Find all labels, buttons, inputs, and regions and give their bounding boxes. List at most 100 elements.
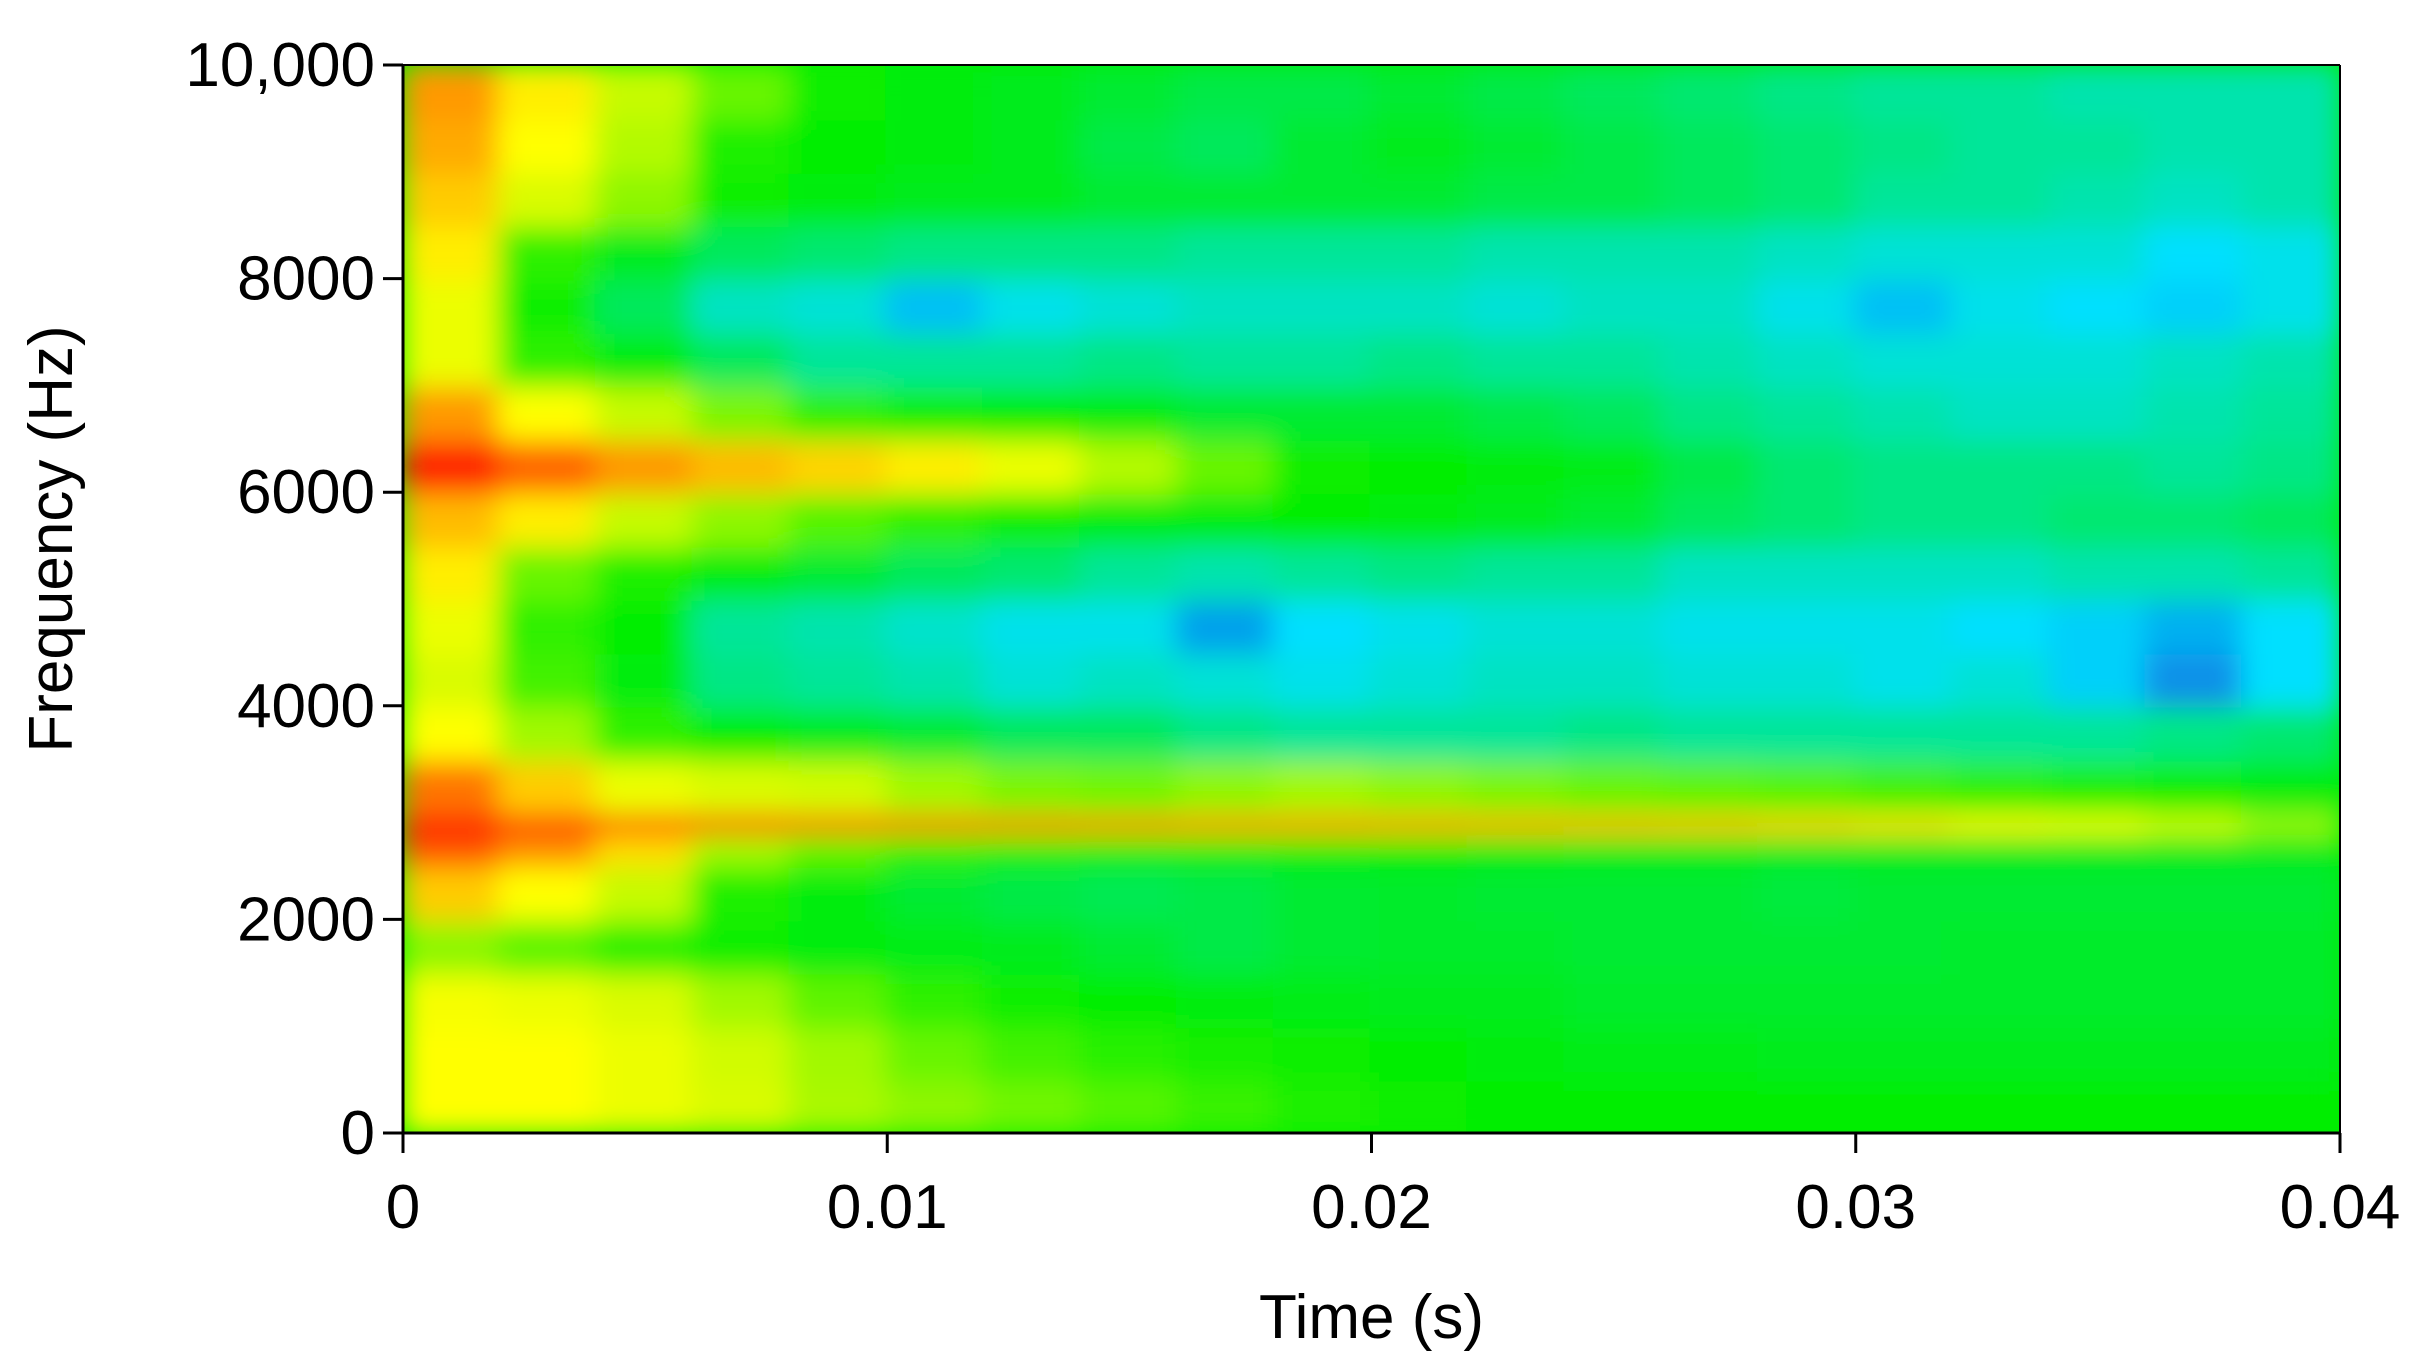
heatmap-cell (691, 703, 793, 762)
heatmap-cell (1563, 436, 1665, 495)
heatmap-cell (594, 831, 696, 868)
heatmap-cell (691, 597, 793, 655)
heatmap-cell (2144, 703, 2246, 762)
heatmap-cell (885, 1077, 987, 1133)
heatmap-cell (788, 864, 890, 922)
heatmap-cell (1175, 65, 1277, 121)
heatmap-cell (1272, 1077, 1374, 1133)
heatmap-cell (1369, 917, 1471, 975)
heatmap-cell (885, 436, 987, 495)
heatmap-cell (788, 330, 890, 388)
heatmap-cell (2047, 383, 2149, 441)
heatmap-cell (1272, 223, 1374, 281)
heatmap-cell (1756, 490, 1858, 548)
heatmap-cell (982, 970, 1083, 1029)
heatmap-cell (594, 116, 696, 174)
heatmap-cell (1660, 543, 1761, 601)
heatmap-cell (1078, 1024, 1180, 1082)
heatmap-cell (982, 330, 1083, 388)
heatmap-cell (1272, 864, 1374, 922)
heatmap-cell (497, 276, 599, 334)
heatmap-cell (1756, 864, 1858, 922)
heatmap-cell (885, 970, 987, 1029)
heatmap-cell (1369, 116, 1471, 174)
heatmap-cell (982, 1077, 1083, 1133)
heatmap-cell (2047, 597, 2149, 655)
heatmap-cell (403, 650, 502, 708)
heatmap-cell (2047, 223, 2149, 281)
heatmap-cell (982, 1024, 1083, 1082)
heatmap-cell (788, 1024, 890, 1082)
heatmap-cell (885, 917, 987, 975)
y-axis-ticks: 0 2000 4000 6000 8000 10,000 (185, 31, 403, 1168)
heatmap-cell (1756, 116, 1858, 174)
heatmap-cell (2241, 383, 2340, 441)
heatmap-cell (885, 169, 987, 228)
heatmap-cell (885, 831, 987, 868)
heatmap-cell (982, 383, 1083, 441)
heatmap-cell (1369, 383, 1471, 441)
heatmap-cell (1660, 970, 1761, 1029)
heatmap-cell (1660, 1077, 1761, 1133)
heatmap-cell (1853, 169, 1955, 228)
heatmap-cell (1369, 1077, 1471, 1133)
heatmap-cell (788, 831, 890, 868)
heatmap-cell (1563, 383, 1665, 441)
heatmap-cell (982, 223, 1083, 281)
heatmap-cell (2241, 864, 2340, 922)
heatmap-cell (1853, 543, 1955, 601)
heatmap-cell (691, 864, 793, 922)
heatmap-cell (691, 970, 793, 1029)
heatmap-cell (1950, 650, 2052, 708)
heatmap-cell (982, 169, 1083, 228)
heatmap-cell (1272, 65, 1374, 121)
heatmap-cell (1853, 490, 1955, 548)
heatmap-cell (1853, 810, 1955, 836)
heatmap-cell (982, 65, 1083, 121)
heatmap-cell (691, 383, 793, 441)
heatmap-cell (2241, 543, 2340, 601)
heatmap-cell (1078, 864, 1180, 922)
heatmap-cell (1466, 490, 1568, 548)
heatmap-cell (788, 116, 890, 174)
heatmap-cell (1175, 383, 1277, 441)
y-axis-title: Frequency (Hz) (17, 325, 86, 752)
heatmap-cell (982, 276, 1083, 334)
heatmap-cell (1660, 917, 1761, 975)
heatmap-cell (885, 330, 987, 388)
heatmap-cell (1853, 1024, 1955, 1082)
heatmap-cell (2047, 65, 2149, 121)
heatmap-cell (1369, 757, 1471, 815)
heatmap-cell (2047, 1024, 2149, 1082)
heatmap-cell (1756, 65, 1858, 121)
heatmap-cell (1272, 757, 1374, 815)
heatmap-cell (1272, 810, 1374, 836)
heatmap-cell (594, 1024, 696, 1082)
heatmap-cell (982, 650, 1083, 708)
heatmap-cell (2047, 330, 2149, 388)
heatmap-cell (1466, 223, 1568, 281)
y-tick-label: 10,000 (185, 31, 375, 100)
heatmap-cell (1369, 169, 1471, 228)
heatmap-cell (1175, 917, 1277, 975)
heatmap-cell (2047, 436, 2149, 495)
heatmap-cell (1466, 1077, 1568, 1133)
heatmap-cell (1078, 703, 1180, 762)
heatmap-cell (1853, 757, 1955, 815)
heatmap-cell (403, 330, 502, 388)
heatmap-cell (1660, 436, 1761, 495)
heatmap-cell (594, 703, 696, 762)
heatmap-cell (1853, 650, 1955, 708)
heatmap-cell (403, 169, 502, 228)
heatmap-cell (885, 116, 987, 174)
heatmap-cell (1078, 597, 1180, 655)
heatmap-cell (1563, 223, 1665, 281)
heatmap-cell (2047, 757, 2149, 815)
heatmap-cell (691, 223, 793, 281)
heatmap-cell (497, 383, 599, 441)
heatmap-cell (1660, 650, 1761, 708)
heatmap-cell (1272, 383, 1374, 441)
heatmap-cell (1078, 970, 1180, 1029)
heatmap-cell (1175, 970, 1277, 1029)
